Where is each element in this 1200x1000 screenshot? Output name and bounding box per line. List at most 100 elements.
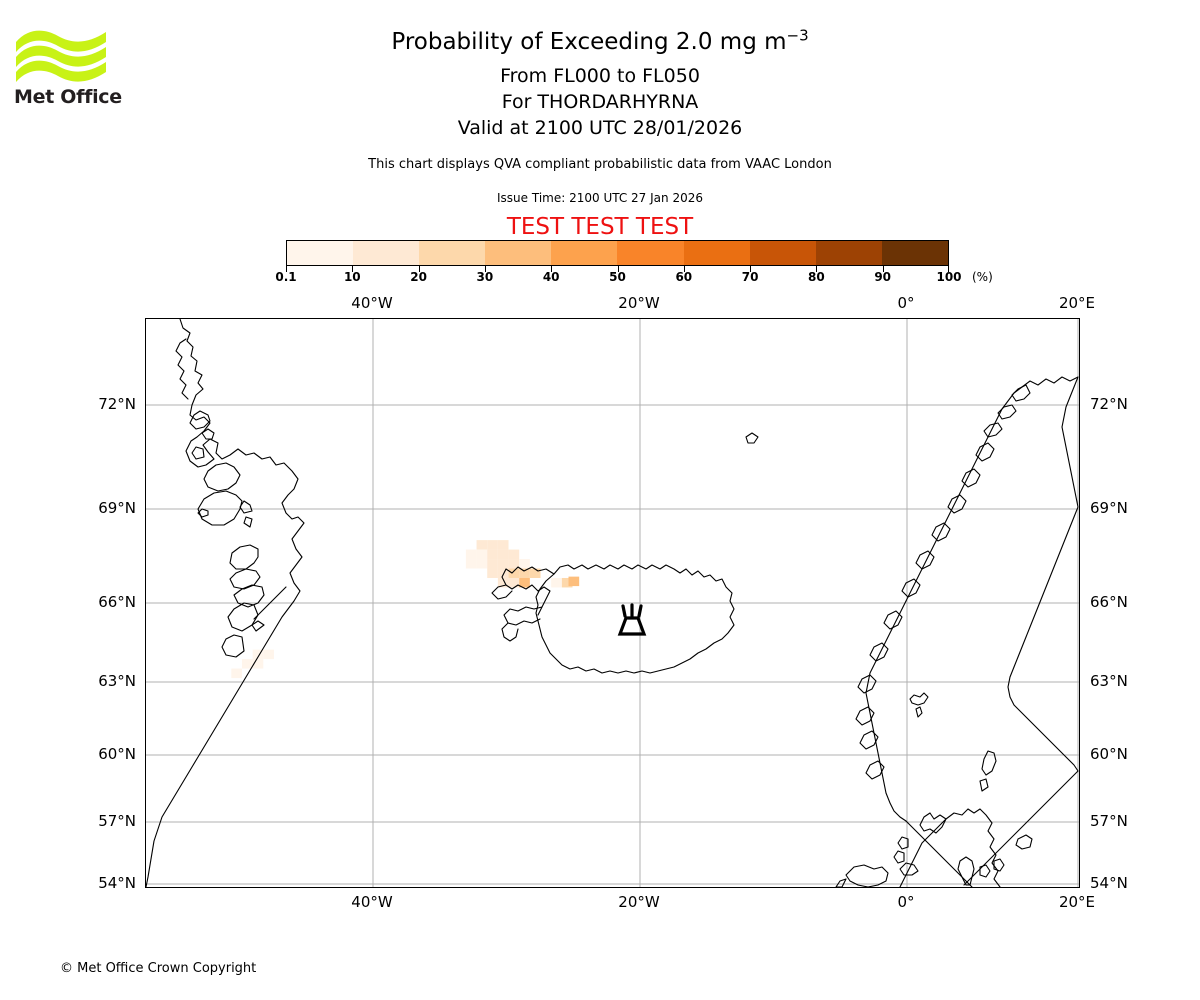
lon-label-top-0: 40°W xyxy=(351,294,393,312)
ash-cell-14 xyxy=(487,568,498,578)
colorbar-gradient xyxy=(286,240,949,266)
colorbar-segment-6 xyxy=(683,241,750,265)
denmark-funen xyxy=(993,858,1005,872)
lat-label-right-0: 72°N xyxy=(1090,395,1128,413)
greenland-island-3 xyxy=(191,446,205,460)
norway-island-8 xyxy=(857,674,877,694)
iceland-west-coast xyxy=(503,606,543,626)
lon-label-bottom-0: 40°W xyxy=(351,893,393,911)
colorbar-segment-9 xyxy=(881,241,948,265)
ash-cell-25 xyxy=(252,649,264,660)
inner-hebrides xyxy=(899,862,919,876)
page-title: Probability of Exceeding 2.0 mg m−3 xyxy=(0,28,1200,56)
ash-cell-12 xyxy=(508,559,520,569)
greenland-island-2 xyxy=(201,428,215,440)
colorbar-segment-0 xyxy=(287,241,354,265)
norway-island-2 xyxy=(947,494,967,514)
ash-cell-17 xyxy=(519,568,530,578)
greenland-island-5 xyxy=(197,490,243,526)
lat-label-left-3: 63°N xyxy=(98,672,136,690)
ash-cell-16 xyxy=(508,568,520,578)
colorbar-segment-8 xyxy=(815,241,882,265)
lofoten-2 xyxy=(997,404,1017,420)
greenland-fjord-1 xyxy=(175,338,189,400)
colorbar-tick-3 xyxy=(484,266,486,272)
ash-cell-2 xyxy=(497,540,509,550)
vesteralen xyxy=(975,442,995,462)
ash-cell-5 xyxy=(487,549,498,560)
colorbar-unit-label: (%) xyxy=(972,270,993,284)
lat-label-right-5: 57°N xyxy=(1090,812,1128,830)
lon-label-top-3: 20°E xyxy=(1058,294,1096,312)
lat-label-right-1: 69°N xyxy=(1090,499,1128,517)
greenland-island-4 xyxy=(203,462,241,492)
colorbar-segment-4 xyxy=(551,241,618,265)
ash-cell-29 xyxy=(231,668,242,679)
scotland-coastline xyxy=(899,808,1001,887)
colorbar-tick-label-1: 10 xyxy=(343,270,361,284)
bornholm-gotland xyxy=(1015,834,1033,850)
ash-cell-8 xyxy=(465,559,477,569)
lat-label-left-5: 57°N xyxy=(98,812,136,830)
colorbar-tick-label-10: 100 xyxy=(936,270,962,284)
colorbar-tick-label-7: 70 xyxy=(741,270,759,284)
colorbar-tick-10 xyxy=(948,266,949,272)
disclaimer-text: This chart displays QVA compliant probab… xyxy=(368,157,832,172)
colorbar-segment-3 xyxy=(485,241,552,265)
faroe-islands-coastline xyxy=(909,692,929,706)
greenland-island-10 xyxy=(229,568,261,590)
ash-cell-7 xyxy=(508,549,520,560)
greenland-island-9 xyxy=(229,544,259,570)
colorbar-tick-label-2: 20 xyxy=(410,270,427,284)
lat-label-right-3: 63°N xyxy=(1090,672,1128,690)
lofoten-3 xyxy=(983,422,1003,438)
met-office-logo-text: Met Office xyxy=(14,86,122,108)
volcano-icon xyxy=(617,603,647,636)
colorbar-tick-label-3: 30 xyxy=(476,270,494,284)
colorbar-tick-label-5: 50 xyxy=(609,270,626,284)
ash-cell-23 xyxy=(561,577,573,588)
iceland-westfjords xyxy=(501,566,555,616)
lat-label-left-1: 69°N xyxy=(98,499,136,517)
greenland-island-8 xyxy=(243,516,253,528)
lat-label-left-6: 54°N xyxy=(98,874,136,892)
lon-label-bottom-2: 0° xyxy=(897,893,915,911)
colorbar-tick-9 xyxy=(882,266,884,272)
iceland-westfjords-2 xyxy=(491,584,513,600)
colorbar-tick-label-9: 90 xyxy=(874,270,892,284)
norway-island-11 xyxy=(865,760,885,780)
colorbar-tick-8 xyxy=(816,266,818,272)
ireland-coastline xyxy=(845,864,889,887)
ash-cell-28 xyxy=(252,659,264,669)
lat-label-left-4: 60°N xyxy=(98,745,136,763)
ash-cell-1 xyxy=(487,540,498,550)
greenland-coastline xyxy=(146,319,305,887)
norway-island-5 xyxy=(901,578,921,598)
ash-cell-18 xyxy=(529,568,541,578)
iceland-coastline xyxy=(535,564,735,674)
outer-hebrides-2 xyxy=(893,850,905,864)
lon-label-top-2: 0° xyxy=(897,294,915,312)
ash-cell-27 xyxy=(241,659,253,669)
ash-cell-3 xyxy=(465,549,477,560)
greenland-island-12 xyxy=(227,602,259,632)
jan-mayen-coastline xyxy=(745,432,759,444)
colorbar-tick-6 xyxy=(683,266,685,272)
map-gridlines xyxy=(146,319,1079,887)
colorbar-tick-4 xyxy=(551,266,553,272)
greenland-island-14 xyxy=(251,620,265,632)
orkney-coastline xyxy=(979,778,989,792)
ash-probability-cells xyxy=(231,540,580,679)
map-svg xyxy=(146,319,1079,887)
map-plot-area xyxy=(145,318,1080,888)
ash-cell-26 xyxy=(263,649,274,660)
norway-island-9 xyxy=(855,706,875,726)
ash-cell-6 xyxy=(497,549,509,560)
subtitle-flight-levels: From FL000 to FL050 xyxy=(500,65,700,87)
lon-label-top-1: 20°W xyxy=(618,294,660,312)
greenland-island-6 xyxy=(197,508,209,518)
outer-hebrides-1 xyxy=(897,836,909,850)
colorbar-tick-label-0: 0.1 xyxy=(275,270,297,284)
denmark-jutland xyxy=(957,856,975,886)
norway-island-10 xyxy=(859,730,879,750)
